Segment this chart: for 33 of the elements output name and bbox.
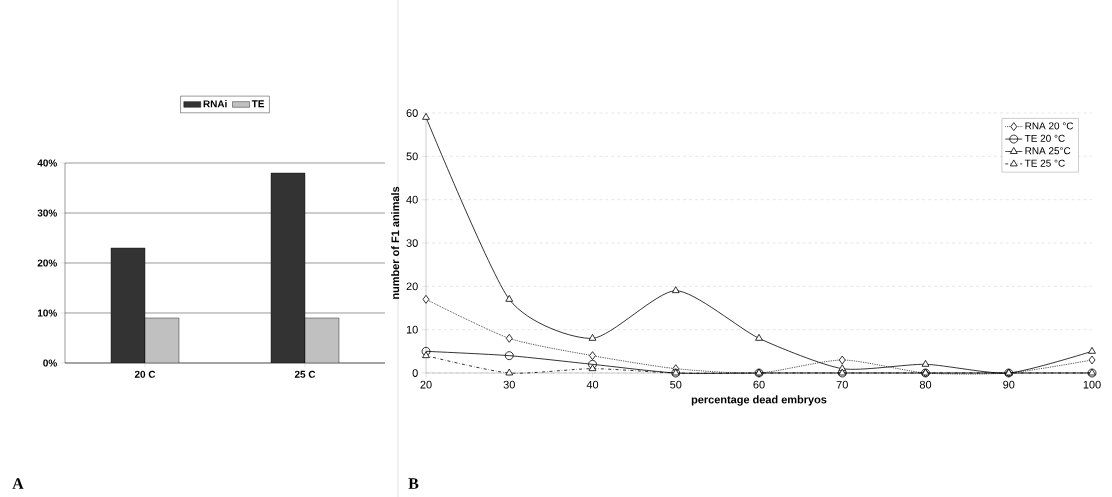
- y-tick-label: 40: [406, 195, 418, 204]
- y-tick-label: 50: [406, 152, 418, 161]
- x-tick-label: 50: [670, 380, 682, 389]
- y-tick-label: 30%: [37, 209, 57, 217]
- legend-label: TE 20 °C: [1024, 134, 1065, 142]
- y-tick-label: 10: [406, 325, 418, 334]
- y-tick-label: 0%: [43, 359, 57, 367]
- legend-label: TE: [251, 100, 265, 108]
- legend-label: TE 25 °C: [1024, 159, 1065, 167]
- y-tick-label: 60: [406, 109, 418, 117]
- legend-label: RNA 25°C: [1025, 147, 1071, 155]
- x-tick-label: 20 C: [134, 370, 156, 378]
- y-tick-label: 0: [412, 369, 418, 377]
- x-tick-label: 90: [1003, 380, 1015, 389]
- y-tick-label: 20%: [37, 259, 57, 267]
- text: A: [12, 478, 24, 489]
- y-axis-title: number of F1 animals: [391, 186, 400, 299]
- x-tick-label: 30: [503, 380, 515, 389]
- x-tick-label: 70: [836, 380, 848, 389]
- y-tick-label: 20: [406, 282, 418, 291]
- y-tick-label: 30: [406, 239, 418, 247]
- x-tick-label: 25 C: [294, 370, 316, 378]
- legend-label: RNA 20 °C: [1025, 122, 1074, 130]
- x-tick-label: 80: [919, 380, 932, 389]
- y-tick-label: 10%: [37, 309, 57, 317]
- x-tick-label: 100: [1083, 380, 1101, 389]
- x-axis-title: percentage dead embryos: [691, 395, 827, 406]
- legend-label: RNAi: [203, 100, 227, 108]
- text: B: [408, 478, 419, 489]
- x-tick-label: 40: [586, 380, 599, 389]
- x-tick-label: 20: [420, 380, 432, 389]
- y-tick-label: 40%: [37, 159, 57, 167]
- x-tick-label: 60: [753, 380, 765, 389]
